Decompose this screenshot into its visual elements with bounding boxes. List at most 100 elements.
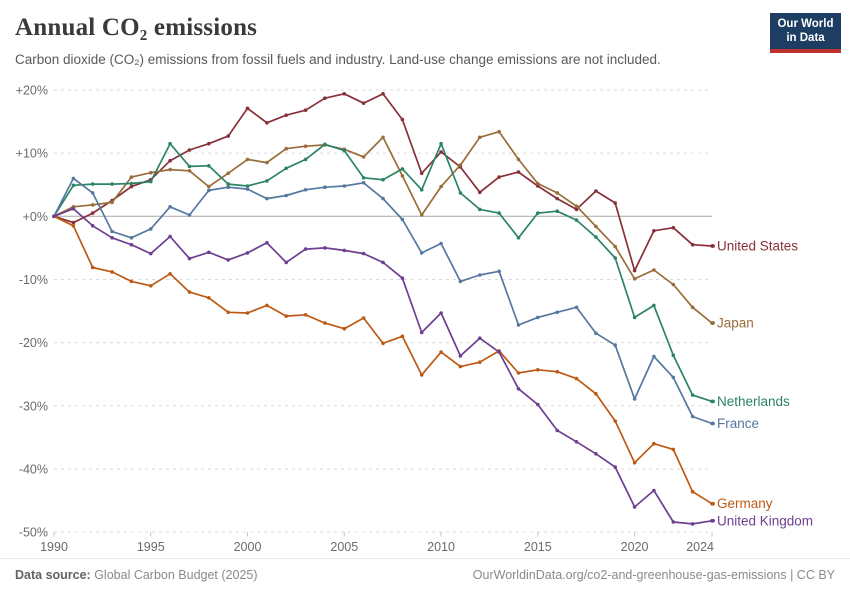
- series-label-germany[interactable]: Germany: [717, 496, 773, 511]
- data-point: [536, 181, 540, 186]
- y-tick-label: -50%: [19, 526, 48, 540]
- data-point: [439, 141, 443, 146]
- series-label-france[interactable]: France: [717, 416, 759, 431]
- series-label-japan[interactable]: Japan: [717, 316, 754, 331]
- series-united-states: United States: [52, 92, 798, 273]
- y-tick-label: -20%: [19, 336, 48, 350]
- x-tick-label: 2024: [686, 540, 714, 554]
- data-point: [323, 246, 327, 250]
- x-tick-label: 1995: [137, 540, 165, 554]
- data-point: [342, 148, 347, 153]
- data-point: [613, 244, 617, 249]
- data-point: [323, 96, 327, 100]
- data-point: [555, 191, 559, 195]
- data-point: [361, 155, 366, 159]
- data-point: [90, 211, 95, 215]
- data-point: [187, 164, 192, 169]
- data-point: [652, 488, 656, 493]
- series-germany: Germany: [52, 214, 773, 511]
- data-point: [574, 440, 579, 444]
- y-tick-label: -10%: [19, 273, 48, 287]
- owid-logo[interactable]: Our World in Data: [770, 13, 841, 53]
- data-point: [613, 419, 617, 423]
- line-france: [53, 177, 713, 425]
- series-label-united-kingdom[interactable]: United Kingdom: [717, 513, 813, 528]
- data-point: [439, 311, 443, 315]
- data-point: [497, 269, 501, 274]
- data-point: [361, 316, 366, 320]
- data-point: [265, 121, 269, 125]
- data-point: [516, 157, 521, 162]
- data-point: [284, 314, 289, 318]
- data-point: [478, 273, 482, 277]
- data-point: [594, 452, 598, 456]
- data-point: [187, 290, 192, 294]
- series-label-united-states[interactable]: United States: [717, 238, 798, 253]
- data-point: [439, 150, 443, 154]
- data-point: [381, 341, 385, 346]
- data-point: [207, 184, 211, 189]
- label-dot: [711, 244, 715, 248]
- x-tick-label: 2005: [330, 540, 358, 554]
- data-point: [187, 148, 192, 152]
- y-tick-label: +10%: [16, 147, 48, 161]
- data-point: [574, 218, 579, 222]
- series-netherlands: Netherlands: [52, 141, 790, 409]
- label-dot: [711, 399, 715, 404]
- data-point: [207, 250, 211, 255]
- data-point: [226, 171, 230, 176]
- data-point: [516, 371, 521, 375]
- data-point: [168, 167, 172, 172]
- data-point: [129, 184, 134, 189]
- attribution-link[interactable]: OurWorldinData.org/co2-and-greenhouse-ga…: [472, 568, 835, 582]
- data-point: [478, 336, 482, 341]
- data-point: [323, 142, 327, 147]
- data-point: [594, 392, 598, 396]
- data-point: [574, 207, 579, 212]
- chart-subtitle: Carbon dioxide (CO₂) emissions from foss…: [15, 52, 661, 67]
- page-title: Annual CO₂ emissions: [15, 14, 258, 41]
- data-point: [265, 303, 269, 308]
- y-tick-label: -30%: [19, 399, 48, 413]
- data-point: [71, 183, 76, 188]
- label-dot: [711, 518, 715, 523]
- data-point: [245, 184, 250, 188]
- data-point: [342, 248, 347, 253]
- data-point: [536, 368, 540, 372]
- data-point: [419, 373, 424, 377]
- data-point: [303, 144, 308, 148]
- data-point: [71, 220, 76, 225]
- x-tick-label: 2000: [234, 540, 262, 554]
- data-point: [497, 350, 501, 354]
- data-point: [632, 505, 637, 509]
- data-point: [303, 157, 308, 162]
- data-point: [245, 187, 250, 191]
- data-point: [652, 268, 656, 272]
- data-point: [439, 184, 443, 189]
- data-point: [536, 402, 540, 407]
- data-point: [478, 207, 482, 212]
- data-point: [303, 188, 308, 192]
- data-point: [129, 175, 134, 179]
- label-dot: [711, 501, 715, 506]
- data-point: [478, 190, 482, 195]
- data-point: [690, 242, 695, 247]
- data-point: [400, 276, 405, 281]
- data-point: [671, 282, 676, 287]
- series-label-netherlands[interactable]: Netherlands: [717, 394, 790, 409]
- data-point: [419, 330, 424, 335]
- data-point: [632, 315, 637, 320]
- data-point: [129, 279, 134, 284]
- data-point: [90, 191, 95, 195]
- data-point: [149, 251, 153, 256]
- data-point: [536, 211, 540, 215]
- data-point: [671, 225, 676, 230]
- data-point: [632, 460, 637, 465]
- data-point: [594, 331, 598, 336]
- data-point: [381, 92, 385, 96]
- data-point: [478, 360, 482, 365]
- data-point: [497, 175, 501, 179]
- data-point: [671, 353, 676, 358]
